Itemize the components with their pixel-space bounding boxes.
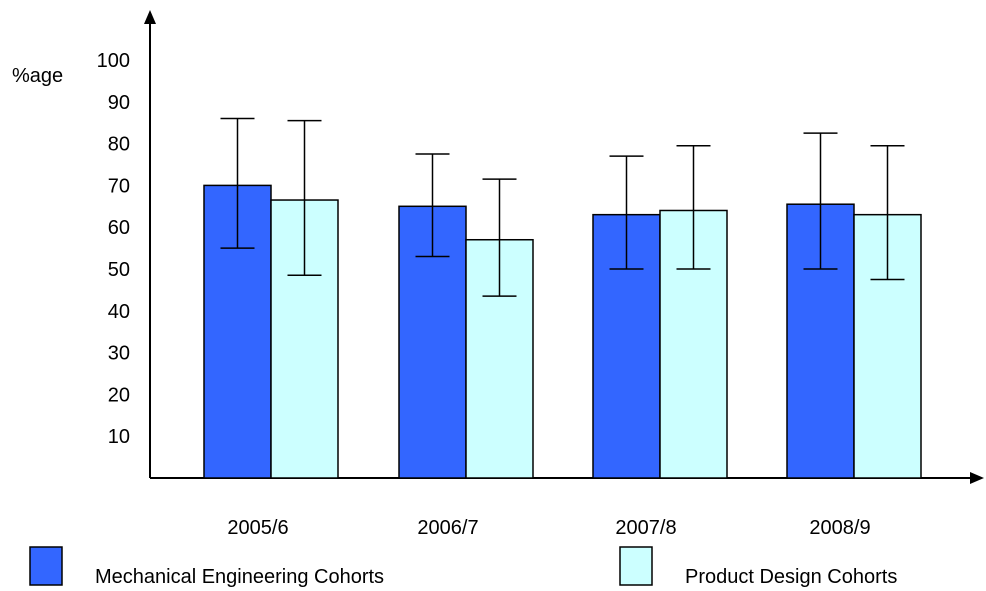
x-tick-label: 2007/8 <box>615 517 676 539</box>
bars-group <box>203 184 922 479</box>
legend: Mechanical Engineering Cohorts Product De… <box>29 546 897 588</box>
y-tick-label: 20 <box>108 384 130 406</box>
y-tick-label: 80 <box>108 134 130 156</box>
error-bar-product-design-2 <box>482 178 517 297</box>
y-tick-label: 50 <box>108 259 130 281</box>
x-tick-labels: 2005/6 2006/7 2007/8 2008/9 <box>227 517 870 539</box>
legend-label: Mechanical Engineering Cohorts <box>95 566 384 588</box>
y-axis-label: %age <box>12 65 63 87</box>
error-bar-product-design-3 <box>676 144 711 270</box>
x-tick-label: 2005/6 <box>227 517 288 539</box>
error-bars-group <box>220 117 905 297</box>
y-tick-labels: 10 20 30 40 50 60 70 80 90 100 <box>97 50 130 448</box>
error-bar-mechanical-3 <box>609 155 644 270</box>
legend-item-product-design: Product Design Cohorts <box>619 546 897 588</box>
x-tick-label: 2008/9 <box>809 517 870 539</box>
y-axis-arrow-icon <box>144 10 156 24</box>
y-tick-label: 40 <box>108 301 130 323</box>
y-tick-label: 60 <box>108 217 130 239</box>
y-tick-label: 30 <box>108 343 130 365</box>
error-bar-mechanical-4 <box>803 132 838 270</box>
y-tick-label: 10 <box>108 426 130 448</box>
legend-swatch <box>619 546 653 586</box>
x-axis-arrow-icon <box>970 472 984 484</box>
y-tick-label: 90 <box>108 92 130 114</box>
error-bar-product-design-1 <box>287 119 322 277</box>
error-bar-mechanical-1 <box>220 117 255 249</box>
y-tick-label: 70 <box>108 175 130 197</box>
error-bar-product-design-4 <box>870 144 905 281</box>
error-bar-mechanical-2 <box>415 153 450 258</box>
legend-swatch <box>29 546 63 586</box>
x-tick-label: 2006/7 <box>417 517 478 539</box>
y-tick-label: 100 <box>97 50 130 72</box>
legend-item-mechanical: Mechanical Engineering Cohorts <box>29 546 384 588</box>
legend-label: Product Design Cohorts <box>685 566 897 588</box>
